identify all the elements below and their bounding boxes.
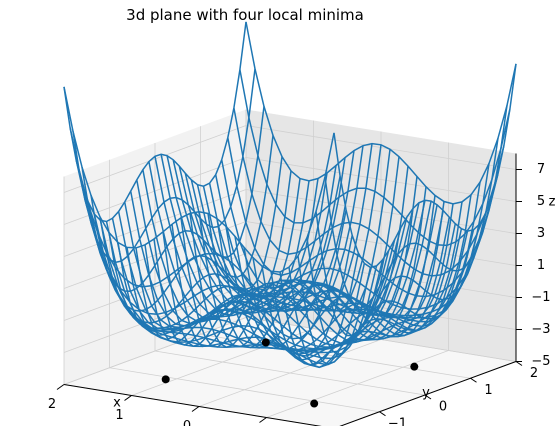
x-tick: [191, 406, 200, 412]
x-tick-label: 2: [48, 397, 56, 412]
wire-col: [81, 106, 265, 293]
y-tick: [515, 361, 523, 366]
wire-col: [135, 178, 319, 341]
z-tick-label: −3: [531, 322, 550, 337]
wire-col: [270, 203, 454, 361]
x-tick: [56, 384, 65, 390]
y-tick-label: 1: [484, 383, 492, 398]
wire-col: [198, 144, 382, 348]
z-tick-label: 5: [537, 194, 545, 209]
wire-col: [99, 156, 283, 324]
minimum-point: [310, 399, 319, 408]
axis-lines: [56, 153, 523, 426]
wireframe: [63, 21, 517, 369]
wire-col: [72, 68, 256, 264]
wire-col: [180, 145, 364, 348]
x-tick: [124, 395, 132, 401]
minimum-point: [410, 362, 419, 371]
grid-line: [63, 221, 247, 289]
y-tick: [379, 411, 386, 417]
grid-line: [63, 317, 247, 385]
y-tick-label: 2: [530, 366, 538, 381]
z-tick-label: 3: [537, 226, 545, 241]
z-tick-label: −5: [531, 354, 550, 369]
minima-markers: [161, 338, 419, 408]
x-tick-label: 1: [115, 408, 123, 423]
z-tick-label: −1: [531, 290, 550, 305]
z-tick-label: 7: [537, 162, 545, 177]
wire-col: [126, 180, 310, 337]
wire-col: [297, 182, 481, 366]
wire-col: [63, 21, 247, 223]
y-axis-label: y: [422, 386, 430, 401]
y-tick-label: −1: [388, 416, 407, 426]
wire-col: [243, 186, 427, 351]
wire-col: [261, 201, 445, 355]
grid-line: [154, 350, 426, 396]
minimum-point: [161, 375, 170, 384]
wire-col: [288, 194, 472, 369]
grid-line: [63, 189, 247, 257]
x-tick: [259, 417, 267, 423]
chart-title: 3d plane with four local minima: [126, 6, 364, 24]
wire-col: [144, 172, 328, 344]
y-tick: [470, 377, 477, 383]
x-axis-label: x: [113, 396, 121, 411]
x-tick-label: 0: [183, 419, 191, 426]
wire-col: [189, 143, 373, 349]
wire-col: [153, 165, 337, 346]
wire-col: [225, 166, 409, 350]
wire-col: [90, 135, 274, 312]
wire-col: [216, 156, 400, 349]
floor-pane: [64, 317, 516, 426]
wire-col: [315, 138, 499, 337]
wire-col: [108, 170, 292, 330]
wire-col: [279, 201, 463, 366]
z-axis-label: z: [549, 195, 556, 210]
wire-col: [162, 157, 346, 348]
z-tick-label: 1: [537, 258, 545, 273]
wire-col: [306, 163, 490, 356]
wire-col: [117, 178, 301, 333]
minimum-point: [261, 338, 270, 347]
y-tick-label: 0: [439, 400, 447, 415]
y-tick: [424, 394, 432, 400]
